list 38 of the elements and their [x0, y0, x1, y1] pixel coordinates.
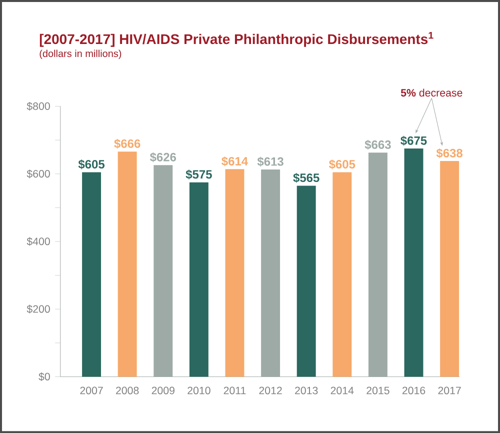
bar — [404, 148, 424, 377]
x-tick-label: 2010 — [188, 386, 210, 394]
y-tick-label: $0 — [38, 372, 50, 381]
chart-subtitle: (dollars in millions) — [40, 50, 122, 59]
y-tick-label: $400 — [26, 237, 50, 246]
x-tick-label: 2009 — [152, 386, 174, 394]
x-tick-label: 2013 — [295, 386, 318, 394]
bar — [225, 169, 244, 377]
x-tick-label: 2011 — [224, 386, 246, 394]
bar — [440, 161, 460, 377]
x-tick-label: 2012 — [259, 386, 282, 394]
data-label: $663 — [364, 140, 391, 150]
data-label: $626 — [150, 152, 176, 162]
x-tick-label: 2008 — [116, 386, 139, 394]
data-label: $675 — [400, 136, 427, 146]
data-label: $565 — [293, 172, 320, 183]
data-label: $605 — [78, 159, 105, 170]
x-tick-label: 2014 — [330, 386, 354, 394]
chart-title: [2007-2017] HIV/AIDS Private Philanthropic Disbursements$^{1}$ — [40, 32, 434, 47]
data-label: $614 — [222, 156, 248, 166]
bar — [82, 172, 102, 377]
x-tick-label: 2016 — [402, 386, 426, 394]
x-tick-label: 2007 — [80, 386, 103, 394]
y-tick-label: $800 — [26, 102, 50, 111]
data-label: $575 — [186, 170, 212, 180]
x-tick-label: 2015 — [366, 386, 390, 394]
data-label: $613 — [257, 156, 284, 167]
text: 5% decrease — [400, 88, 462, 97]
data-label: $605 — [328, 159, 356, 170]
bar — [332, 172, 352, 377]
data-label: $638 — [436, 148, 463, 158]
bar — [189, 182, 208, 377]
y-tick-label: $600 — [26, 170, 50, 178]
bar — [296, 186, 316, 377]
x-tick-label: 2017 — [438, 386, 461, 394]
data-label: $666 — [114, 138, 140, 149]
y-tick-label: $200 — [26, 304, 50, 314]
bar — [118, 152, 137, 377]
